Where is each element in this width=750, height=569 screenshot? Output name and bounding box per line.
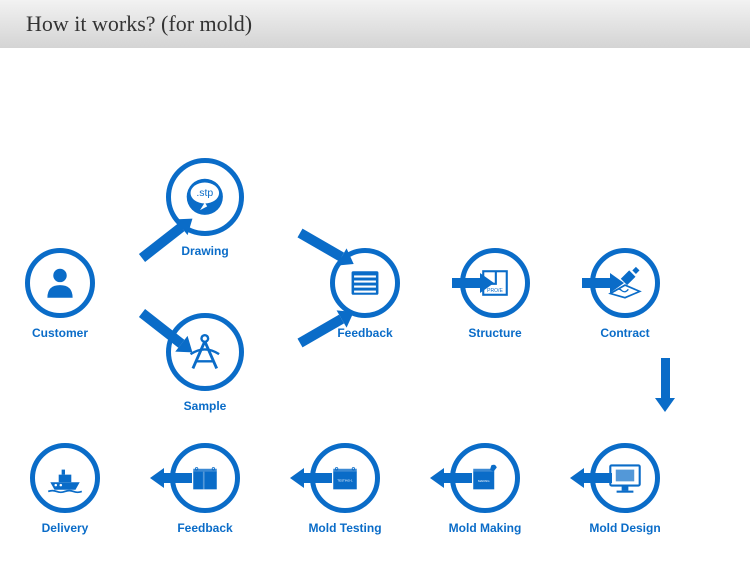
node-label: Mold Testing: [308, 521, 381, 535]
node-label: Mold Design: [589, 521, 660, 535]
node-label: Mold Making: [449, 521, 522, 535]
arrow: [290, 468, 332, 488]
node-label: Structure: [468, 326, 521, 340]
node-customer: Customer: [10, 248, 110, 340]
flow-diagram: Customer .stp Drawing Sample Feedback PRO/ESt…: [0, 48, 750, 569]
node-label: Sample: [184, 399, 227, 413]
arrow: [452, 273, 494, 293]
person-icon: [25, 248, 95, 318]
arrow: [430, 468, 472, 488]
arrow: [582, 273, 624, 293]
node-label: Feedback: [177, 521, 232, 535]
svg-text:MAKING: MAKING: [478, 479, 490, 483]
node-delivery: Delivery: [15, 443, 115, 535]
node-label: Delivery: [42, 521, 89, 535]
page-title: How it works? (for mold): [26, 11, 252, 37]
arrow: [570, 468, 612, 488]
node-mold_making: MAKING Mold Making: [435, 443, 535, 535]
node-mold_testing: TESTING-1 Mold Testing: [295, 443, 395, 535]
arrow: [655, 358, 675, 412]
node-label: Customer: [32, 326, 88, 340]
node-contract: Contract: [575, 248, 675, 340]
ship-icon: [30, 443, 100, 513]
svg-text:.stp: .stp: [197, 188, 214, 199]
node-label: Contract: [600, 326, 649, 340]
node-label: Drawing: [181, 244, 228, 258]
node-structure: PRO/EStructure: [445, 248, 545, 340]
arrow: [150, 468, 192, 488]
header-bar: How it works? (for mold): [0, 0, 750, 48]
node-feedback2: Feedback: [155, 443, 255, 535]
svg-text:TESTING-1: TESTING-1: [337, 478, 353, 482]
node-mold_design: Mold Design: [575, 443, 675, 535]
